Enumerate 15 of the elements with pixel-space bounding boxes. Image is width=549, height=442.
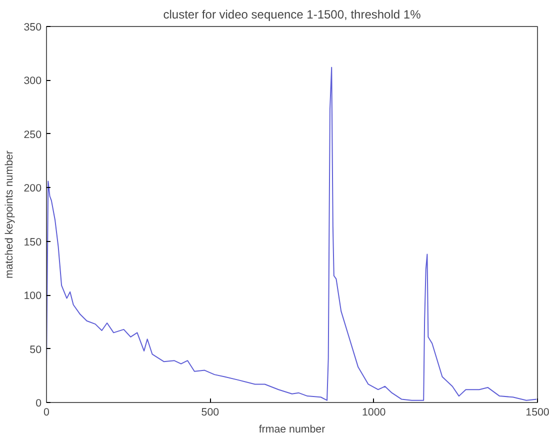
x-tick-label: 0 xyxy=(44,406,50,418)
y-tick-label: 150 xyxy=(24,236,42,248)
y-tick-label: 300 xyxy=(24,75,42,88)
y-tick-label: 250 xyxy=(24,128,42,141)
y-tick-label: 0 xyxy=(36,398,42,410)
y-tick-label: 50 xyxy=(30,344,42,356)
y-tick-label: 200 xyxy=(24,182,42,195)
x-tick-label: 500 xyxy=(201,406,220,418)
y-axis-title: matched keypoints number xyxy=(4,150,16,278)
chart-title: cluster for video sequence 1-1500, threshold 1% xyxy=(163,8,422,22)
y-tick-label: 100 xyxy=(24,290,42,302)
x-axis-title: frmae number xyxy=(258,424,326,436)
x-tick-label: 1500 xyxy=(526,406,549,418)
y-tick-label: 350 xyxy=(24,22,42,34)
x-tick-label: 1000 xyxy=(362,406,386,418)
